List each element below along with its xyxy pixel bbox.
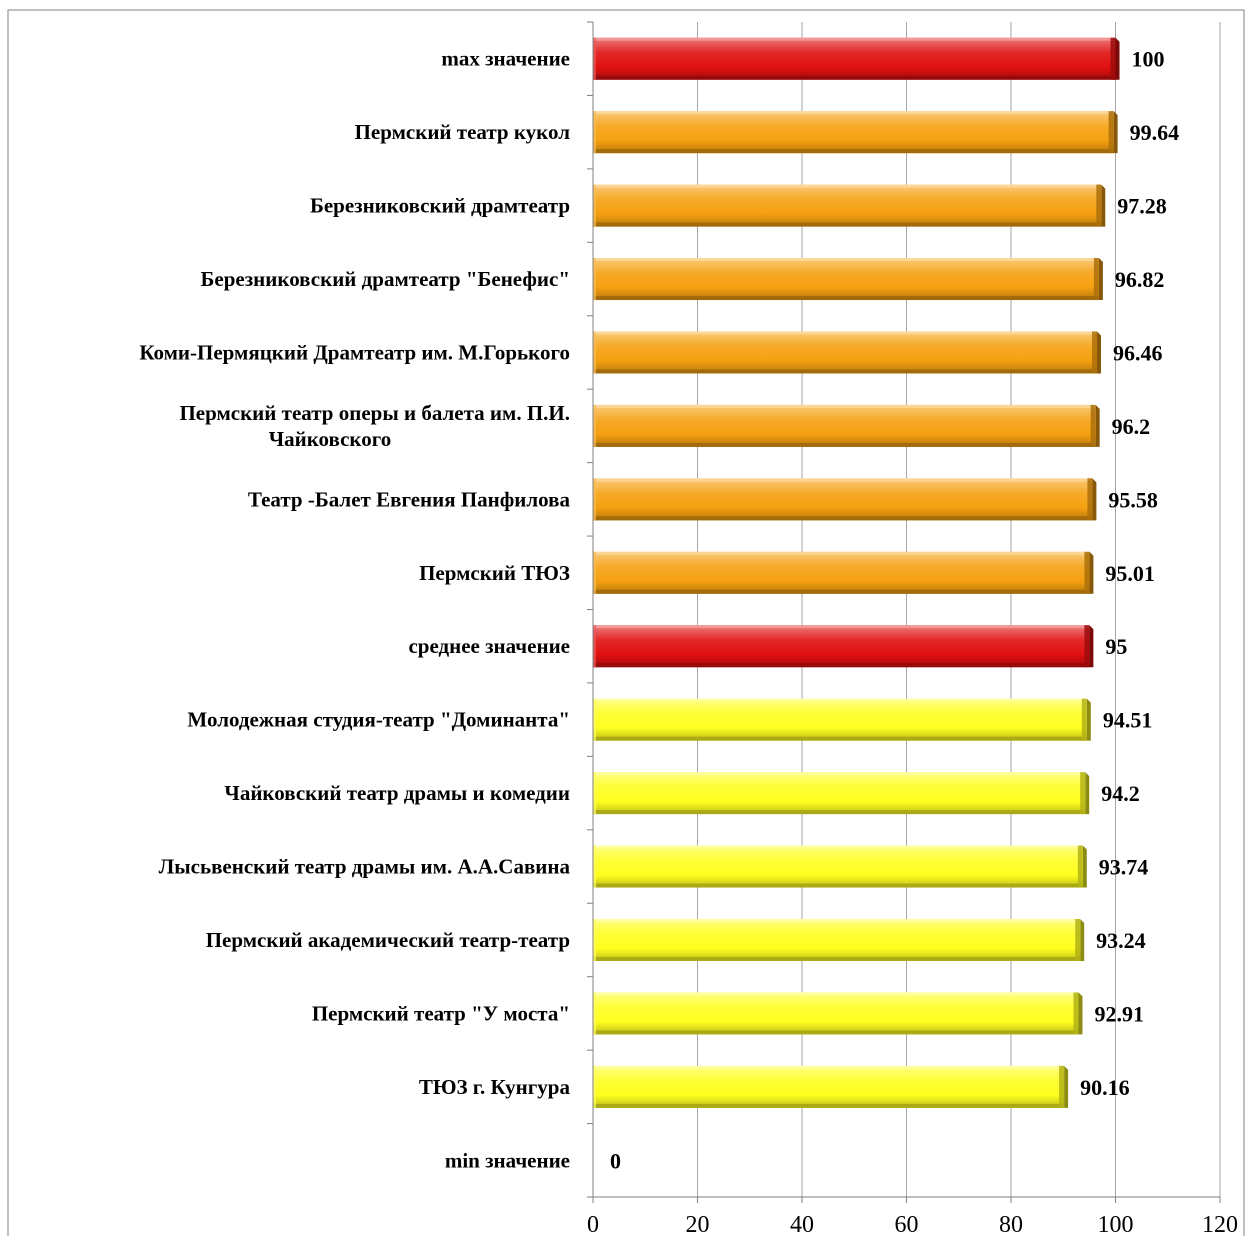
category-label: Коми-Пермяцкий Драмтеатр им. М.Горького — [139, 340, 570, 364]
bar — [593, 331, 1102, 374]
category-label: Молодежная студия-театр "Доминанта" — [187, 708, 570, 732]
category-label: среднее значение — [408, 634, 570, 658]
value-label: 90.16 — [1080, 1075, 1130, 1100]
value-label: 93.74 — [1099, 855, 1149, 880]
x-tick-label: 120 — [1202, 1212, 1238, 1236]
chart-frame — [7, 9, 1245, 1236]
bar — [593, 845, 1087, 888]
bar — [593, 551, 1094, 594]
bar — [593, 772, 1090, 815]
value-label: 92.91 — [1094, 1001, 1144, 1026]
value-label: 95.01 — [1105, 561, 1155, 586]
bar — [593, 184, 1106, 227]
bar — [593, 404, 1100, 447]
category-label: Чайковский театр драмы и комедии — [224, 781, 570, 805]
category-label: Лысьвенский театр драмы им. А.А.Савина — [159, 855, 571, 879]
category-label: Пермский театр кукол — [355, 120, 571, 144]
bar — [593, 1065, 1069, 1108]
bar — [593, 918, 1085, 961]
x-tick-label: 60 — [895, 1212, 919, 1236]
x-tick-label: 80 — [999, 1212, 1023, 1236]
value-label: 96.46 — [1113, 340, 1163, 365]
x-tick-label: 100 — [1098, 1212, 1134, 1236]
x-tick-label: 0 — [587, 1212, 599, 1236]
value-label: 96.82 — [1115, 267, 1165, 292]
value-label: 0 — [610, 1148, 621, 1173]
category-label: Театр -Балет Евгения Панфилова — [248, 487, 571, 511]
category-label: min значение — [445, 1148, 570, 1172]
bar — [593, 992, 1083, 1035]
value-label: 95 — [1105, 634, 1127, 659]
category-label: Пермский ТЮЗ — [419, 561, 570, 585]
bar — [593, 111, 1118, 154]
category-label: Пермский театр "У моста" — [312, 1001, 570, 1025]
value-label: 99.64 — [1130, 120, 1180, 145]
value-label: 94.51 — [1103, 708, 1153, 733]
category-label: Березниковский драмтеатр — [310, 194, 570, 218]
value-label: 95.58 — [1108, 487, 1158, 512]
value-label: 93.24 — [1096, 928, 1146, 953]
category-label: Пермский академический театр-театр — [206, 928, 570, 952]
category-label: ТЮЗ г. Кунгура — [419, 1075, 571, 1099]
category-label: Березниковский драмтеатр "Бенефис" — [201, 267, 570, 291]
x-tick-label: 20 — [686, 1212, 710, 1236]
bar — [593, 698, 1091, 741]
category-label: max значение — [441, 47, 570, 71]
bar — [593, 37, 1120, 80]
value-label: 94.2 — [1101, 781, 1140, 806]
bar — [593, 625, 1094, 668]
value-label: 97.28 — [1117, 194, 1167, 219]
bar — [593, 258, 1103, 301]
x-tick-label: 40 — [790, 1212, 814, 1236]
value-label: 96.2 — [1112, 414, 1151, 439]
bar — [593, 478, 1097, 521]
category-label: Пермский театр оперы и балета им. П.И. Ча… — [179, 401, 570, 451]
value-label: 100 — [1132, 47, 1165, 72]
